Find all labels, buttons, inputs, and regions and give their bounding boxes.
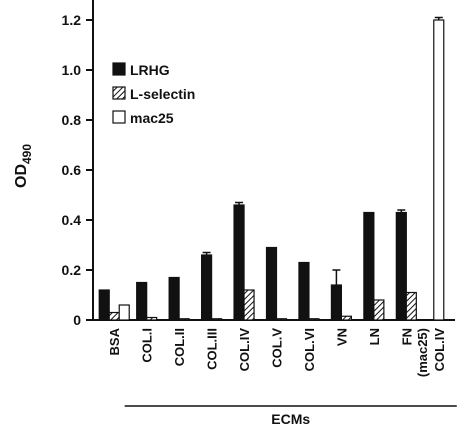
bar-l-selectin <box>340 315 353 321</box>
bar-l-selectin <box>308 318 320 321</box>
y-tick-label: 1.0 <box>62 62 82 78</box>
category-label: COL.II <box>172 328 187 366</box>
legend-swatch-lrhg <box>112 62 126 76</box>
category-label-line1: VN <box>334 328 349 346</box>
category-label-line1: COL.IV <box>432 328 447 372</box>
legend-label: L-selectin <box>130 86 195 102</box>
legend-swatch-l-selectin <box>112 86 126 100</box>
bar-mac25 <box>118 304 130 321</box>
bar-lrhg <box>363 211 375 321</box>
bar-mac25 <box>433 19 445 321</box>
bar-lrhg <box>200 254 213 321</box>
category-label: VN <box>334 328 349 346</box>
bar-l-selectin <box>405 291 417 321</box>
bar-lrhg <box>233 204 245 321</box>
category-label: COL.I <box>140 328 155 363</box>
y-tick-label: 0 <box>73 312 81 328</box>
bar-lrhg <box>330 284 343 321</box>
y-axis-label-subscript: 490 <box>20 144 34 164</box>
category-label-line1: COL.I <box>140 328 155 363</box>
category-label-line2: (mac25) <box>415 328 430 377</box>
bar-l-selectin <box>210 318 223 321</box>
y-axis-label-main: OD <box>13 164 30 188</box>
y-tick-label: 0.6 <box>62 162 82 178</box>
category-label-line1: COL.IV <box>237 328 252 372</box>
legend-swatch-mac25 <box>112 110 126 124</box>
category-label: COL.IV <box>237 328 252 372</box>
bar-lrhg <box>395 211 407 321</box>
category-label: COL.IV <box>432 328 447 372</box>
bar-l-selectin <box>108 311 120 321</box>
bar-l-selectin <box>146 316 158 321</box>
bar-l-selectin <box>243 289 255 321</box>
y-axis-label: OD490 <box>13 144 34 188</box>
bar-l-selectin <box>178 318 190 321</box>
category-label: LN <box>367 328 382 345</box>
category-label-line1: COL.V <box>270 328 285 368</box>
y-tick-label: 1.2 <box>62 12 82 28</box>
bars <box>98 16 445 321</box>
category-label: COL.VI <box>302 328 317 371</box>
bar-l-selectin <box>275 318 288 321</box>
category-labels: BSA COL.I COL.II COL.III COL.IV COL.V COL.VI VN… <box>107 327 457 427</box>
y-tick-label: 0.4 <box>62 212 82 228</box>
category-label: COL.V <box>270 328 285 368</box>
bar-lrhg <box>168 276 180 321</box>
category-label: BSA <box>107 327 122 355</box>
legend-label: LRHG <box>130 62 170 78</box>
bar-lrhg <box>136 281 148 321</box>
category-label-line1: COL.VI <box>302 328 317 371</box>
category-label-line1: COL.III <box>205 328 220 370</box>
bar-l-selectin <box>373 299 385 321</box>
category-label-line1: FN <box>399 328 414 345</box>
legend: LRHG L-selectin mac25 <box>112 62 195 126</box>
category-label-line1: COL.II <box>172 328 187 366</box>
bar-lrhg <box>298 261 310 321</box>
category-label-line1: LN <box>367 328 382 345</box>
y-tick-label: 0.2 <box>62 262 82 278</box>
category-label: FN <box>399 328 414 345</box>
category-label: COL.III <box>205 328 220 370</box>
bar-lrhg <box>265 246 278 321</box>
group-label: ECMs <box>271 411 310 427</box>
legend-label: mac25 <box>130 110 174 126</box>
category-label-line1: BSA <box>107 327 122 355</box>
y-tick-label: 0.8 <box>62 112 82 128</box>
bar-lrhg <box>98 289 110 321</box>
